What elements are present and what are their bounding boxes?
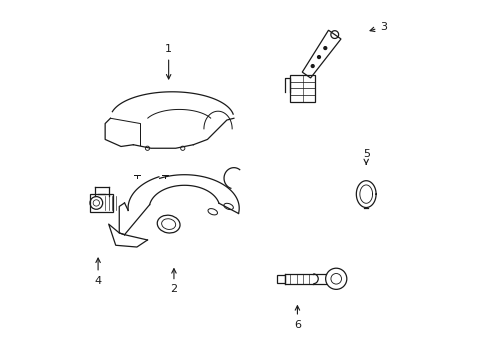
- Circle shape: [317, 56, 320, 58]
- Text: 4: 4: [94, 258, 102, 285]
- Text: 1: 1: [165, 45, 172, 79]
- Text: 3: 3: [369, 22, 386, 32]
- Text: 2: 2: [170, 269, 177, 294]
- Circle shape: [311, 65, 313, 67]
- Text: 5: 5: [362, 149, 369, 164]
- Text: 6: 6: [293, 306, 300, 330]
- Circle shape: [323, 47, 326, 49]
